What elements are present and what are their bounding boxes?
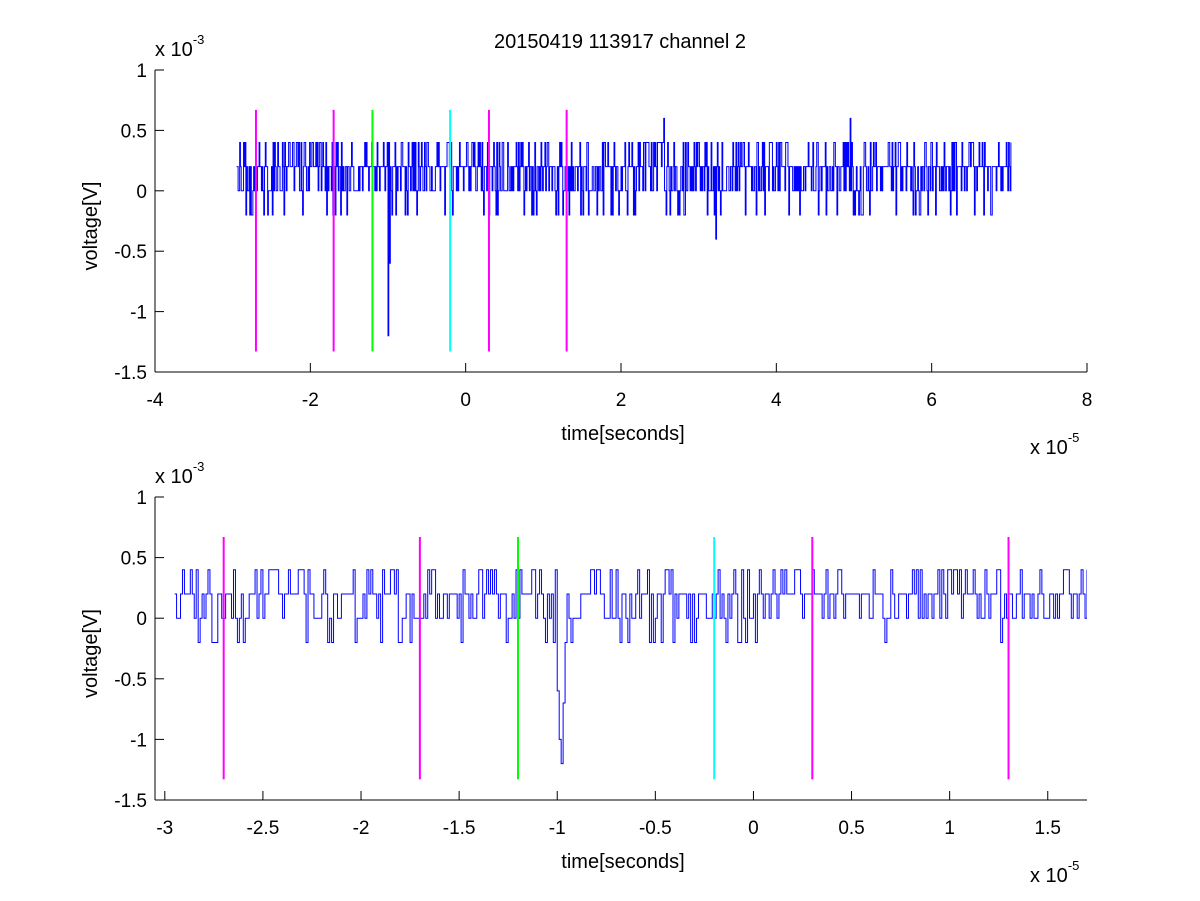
signal-trace-top	[236, 117, 1012, 337]
x-tick-label: 1	[944, 818, 955, 839]
x-tick-label: -4	[147, 390, 164, 411]
x-tick-label: 6	[926, 390, 937, 411]
y-axis-multiplier-exponent: -3	[193, 459, 205, 474]
x-axis-multiplier-exponent: -5	[1068, 858, 1080, 873]
y-tick-label: -0.5	[114, 242, 147, 263]
x-tick-label: -0.5	[639, 818, 672, 839]
y-tick-label: 1	[136, 488, 147, 509]
y-tick-label: -1	[130, 730, 147, 751]
y-axis-multiplier: x 10-3	[155, 32, 204, 61]
y-tick-label: 0	[136, 182, 147, 203]
y-axis-label: voltage[V]	[80, 609, 102, 698]
y-tick-label: -1.5	[114, 791, 147, 812]
y-tick-label: 0	[136, 609, 147, 630]
x-tick-label: 4	[771, 390, 782, 411]
x-tick-label: 0.5	[838, 818, 864, 839]
x-tick-label: 1.5	[1035, 818, 1061, 839]
x-tick-label: -1.5	[443, 818, 476, 839]
x-tick-label: 2	[616, 390, 627, 411]
x-tick-label: 8	[1082, 390, 1093, 411]
y-tick-label: 0.5	[121, 549, 147, 570]
x-axis-multiplier-exponent: -5	[1068, 430, 1080, 445]
signal-trace-bottom	[174, 569, 1087, 765]
x-axis-multiplier: x 10-5	[1030, 430, 1079, 459]
x-axis-label: time[seconds]	[561, 851, 684, 873]
y-axis-multiplier-base: x 10	[155, 39, 193, 61]
x-axis-multiplier-base: x 10	[1030, 437, 1068, 459]
y-axis-multiplier-exponent: -3	[193, 32, 205, 47]
y-axis-multiplier-base: x 10	[155, 466, 193, 488]
x-tick-label: -2	[353, 818, 370, 839]
x-tick-label: -2.5	[247, 818, 280, 839]
chart-title: 20150419 113917 channel 2	[494, 31, 746, 53]
top-axes: -4 -2 0 2 4 6 8 -1.5 -1 -0.5 0 0.5 1 time[seconds] vol…	[80, 32, 1092, 459]
x-tick-label: -1	[549, 818, 566, 839]
y-axis-label: voltage[V]	[80, 182, 102, 271]
x-axis-multiplier: x 10-5	[1030, 858, 1079, 887]
x-tick-label: -3	[156, 818, 173, 839]
y-axis-multiplier: x 10-3	[155, 459, 204, 488]
y-tick-label: 1	[136, 61, 147, 82]
y-tick-label: 0.5	[121, 121, 147, 142]
x-tick-label: -2	[302, 390, 319, 411]
bottom-axes: -3 -2.5 -2 -1.5 -1 -0.5 0 0.5 1 1.5 -1.5 -1 -0.5 0 0.5…	[80, 459, 1087, 887]
y-tick-label: -0.5	[114, 670, 147, 691]
x-axis-multiplier-base: x 10	[1030, 865, 1068, 887]
x-tick-label: 0	[748, 818, 759, 839]
x-axis-label: time[seconds]	[561, 423, 684, 445]
y-tick-label: -1	[130, 303, 147, 324]
y-tick-label: -1.5	[114, 363, 147, 384]
x-tick-label: 0	[460, 390, 471, 411]
